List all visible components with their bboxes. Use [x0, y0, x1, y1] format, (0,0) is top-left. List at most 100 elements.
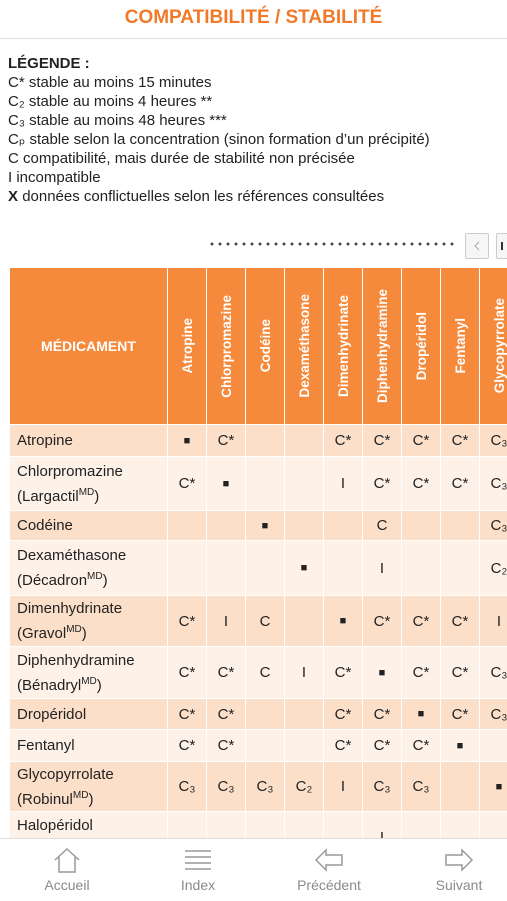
legend-text: compatibilité, mais durée de stabilité n…	[23, 150, 355, 167]
cell-value: ■	[339, 615, 347, 627]
cell-value: C*	[451, 612, 469, 630]
legend-item: Cₚ stable selon la concentration (sinon …	[8, 130, 430, 149]
cell-value: C*	[373, 705, 391, 723]
column-label: Atropine	[179, 318, 195, 374]
table-cell: ■	[168, 425, 207, 457]
drug-name: Atropine	[17, 432, 73, 449]
table-cell: C*	[324, 699, 363, 730]
cell-value: C*	[334, 705, 352, 723]
table-cell: I	[480, 596, 507, 647]
table-cell: I	[363, 541, 402, 596]
table-cell: C*	[168, 457, 207, 511]
column-header: Chlorpromazine	[207, 268, 246, 425]
scroll-right[interactable]	[496, 233, 507, 259]
brand-close: )	[88, 790, 94, 808]
table-cell: C₃	[480, 511, 507, 541]
table-cell	[285, 812, 324, 838]
nav-index[interactable]: Index	[135, 839, 261, 901]
cell-value: C*	[178, 664, 196, 681]
table-cell: C*	[363, 730, 402, 762]
table-cell: C*	[441, 596, 480, 647]
nav-home[interactable]: Accueil	[4, 839, 130, 901]
cell-value: C₃	[412, 778, 430, 795]
drug-name: Glycopyrrolate	[17, 765, 114, 783]
drug-name: Diphenhydramine	[17, 651, 135, 669]
table-cell: I	[363, 812, 402, 838]
table-cell: C₃	[402, 762, 441, 812]
compat-table: MÉDICAMENT Atropine Chlorpromazine Codéine D…	[10, 268, 507, 838]
legend-text: données conflictuelles selon les référen…	[22, 188, 385, 205]
table-cell	[168, 812, 207, 838]
nav-prev[interactable]: Précédent	[266, 839, 392, 901]
cell-value: ■	[417, 708, 425, 720]
legend-symbol: C₃	[8, 112, 25, 129]
brand-name: (Largactil	[17, 487, 79, 505]
table-cell: C*	[402, 647, 441, 699]
cell-value: C*	[217, 432, 235, 449]
column-label: Dexaméthasone	[296, 294, 312, 398]
drug-name: Codéine	[17, 517, 73, 534]
table-cell: C₂	[480, 541, 507, 596]
cell-value: ■	[222, 477, 230, 490]
table-cell: C*	[168, 699, 207, 730]
divider	[0, 38, 507, 39]
legend-text: incompatible	[16, 169, 101, 186]
cell-value: C₃	[490, 475, 507, 492]
nav-next[interactable]: Suivant	[396, 839, 507, 901]
table-cell: ■	[285, 541, 324, 596]
table-cell: C*	[441, 457, 480, 511]
scroll-left[interactable]	[465, 233, 489, 259]
pagination-dots	[208, 238, 456, 250]
cell-value: C*	[178, 475, 196, 492]
cell-value: C*	[334, 432, 352, 449]
drug-name: Chlorpromazine	[17, 462, 123, 480]
cell-value: C*	[451, 475, 469, 492]
cell-value: ■	[183, 434, 191, 447]
drug-name: Halopéridol	[17, 816, 93, 834]
table-cell	[207, 541, 246, 596]
table-cell: ■	[441, 730, 480, 762]
table-cell: C*	[168, 730, 207, 762]
cell-value: I	[379, 829, 385, 838]
table-cell: C	[246, 596, 285, 647]
table-cell	[480, 730, 507, 762]
nav-label: Index	[180, 877, 216, 893]
table-cell	[480, 812, 507, 838]
cell-value: ■	[261, 519, 269, 532]
legend-symbol: X	[8, 188, 19, 205]
legend-symbol: C*	[8, 74, 25, 91]
row-header: Dimenhydrinate (GravolMD)	[10, 596, 168, 647]
brand-line: (DécadronMD)	[17, 566, 108, 591]
brand-close: )	[96, 676, 102, 694]
cell-value: C	[259, 612, 271, 630]
legend-symbol: I	[8, 169, 13, 186]
table-cell: C*	[324, 425, 363, 457]
table-cell: C₃	[246, 762, 285, 812]
cell-value: C₃	[256, 778, 274, 795]
legend-symbol: C	[8, 150, 19, 167]
brand-line: (RobinulMD)	[17, 785, 93, 810]
column-header: Diphenhydramine	[363, 268, 402, 425]
column-header: Atropine	[168, 268, 207, 425]
column-label: Fentanyl	[452, 318, 468, 374]
table-cell: C*	[168, 647, 207, 699]
table-cell	[246, 812, 285, 838]
table-cell	[285, 457, 324, 511]
table-cell: C₃	[480, 699, 507, 730]
cell-value: C₃	[178, 778, 196, 795]
table-cell	[285, 596, 324, 647]
drug-name: Dexaméthasone	[17, 547, 127, 564]
brand-close: )	[102, 572, 108, 589]
table-cell: C₃	[480, 457, 507, 511]
legend-title: LÉGENDE :	[8, 55, 90, 72]
brand-mark: MD	[87, 571, 103, 582]
cell-value: C*	[373, 432, 391, 449]
cell-value: C₂	[490, 559, 507, 577]
brand-line: (GravolMD)	[17, 619, 87, 644]
table-cell: C*	[441, 647, 480, 699]
brand-name: (Bénadryl	[17, 676, 82, 694]
table-cell: C*	[441, 425, 480, 457]
legend-text: stable au moins 4 heures **	[28, 93, 213, 110]
table-cell	[441, 762, 480, 812]
cell-value: I	[496, 612, 502, 630]
